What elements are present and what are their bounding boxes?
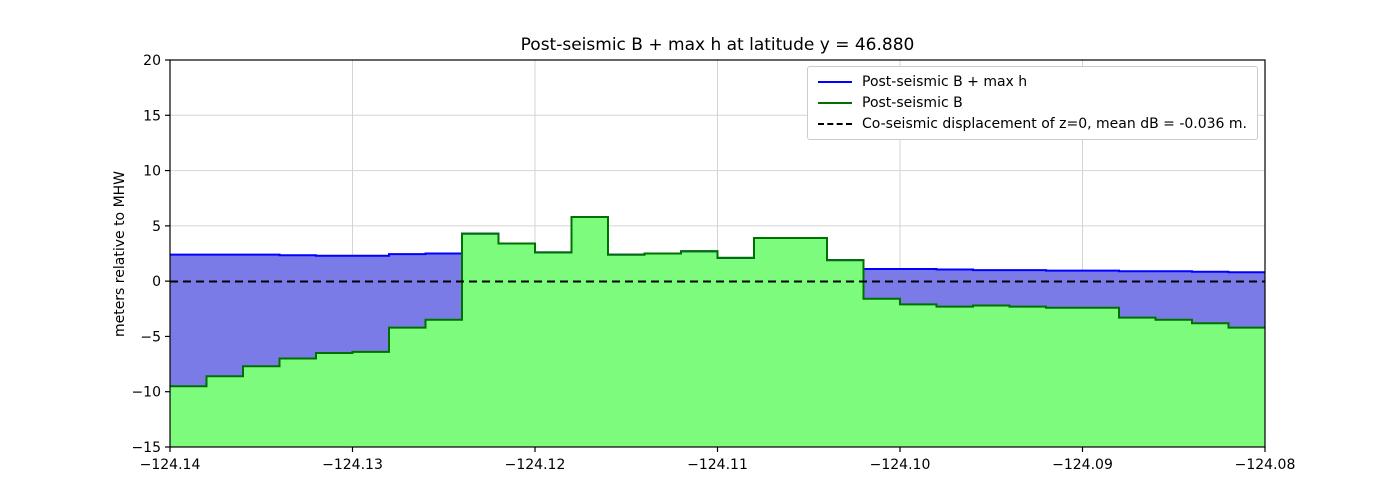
y-tick-label: 10: [143, 164, 161, 180]
legend: Post-seismic B + max h Post-seismic B Co-s…: [807, 66, 1258, 140]
y-tick-label: −15: [131, 440, 161, 456]
legend-item: Post-seismic B + max h: [818, 74, 1247, 90]
legend-line-sample: [818, 102, 852, 104]
legend-label: Co-seismic displacement of z=0, mean dB …: [862, 116, 1247, 132]
legend-item: Post-seismic B: [818, 95, 1247, 111]
chart-title: Post-seismic B + max h at latitude y = 4…: [520, 35, 915, 55]
y-tick-label: 15: [143, 108, 161, 124]
x-tick-label: −124.09: [1052, 457, 1113, 473]
x-tick-label: −124.12: [505, 457, 566, 473]
x-tick-label: −124.14: [140, 457, 201, 473]
legend-item: Co-seismic displacement of z=0, mean dB …: [818, 116, 1247, 132]
post-seismic-B-plus-h-fill: [170, 217, 1265, 387]
y-tick-label: 0: [152, 274, 161, 290]
legend-line-sample: [818, 81, 852, 83]
x-tick-label: −124.13: [322, 457, 383, 473]
x-tick-label: −124.11: [687, 457, 748, 473]
y-tick-label: −10: [131, 385, 161, 401]
x-tick-label: −124.10: [870, 457, 931, 473]
y-tick-label: 20: [143, 53, 161, 69]
y-axis-label: meters relative to MHW: [112, 170, 128, 338]
y-tick-label: 5: [152, 219, 161, 235]
legend-label: Post-seismic B: [862, 95, 963, 111]
x-tick-label: −124.08: [1235, 457, 1296, 473]
post-seismic-B-fill: [170, 217, 1265, 447]
y-tick-label: −5: [140, 329, 161, 345]
legend-label: Post-seismic B + max h: [862, 74, 1028, 90]
legend-dashed-line-sample: [818, 123, 852, 125]
post-seismic-B-line: [170, 216, 1265, 388]
